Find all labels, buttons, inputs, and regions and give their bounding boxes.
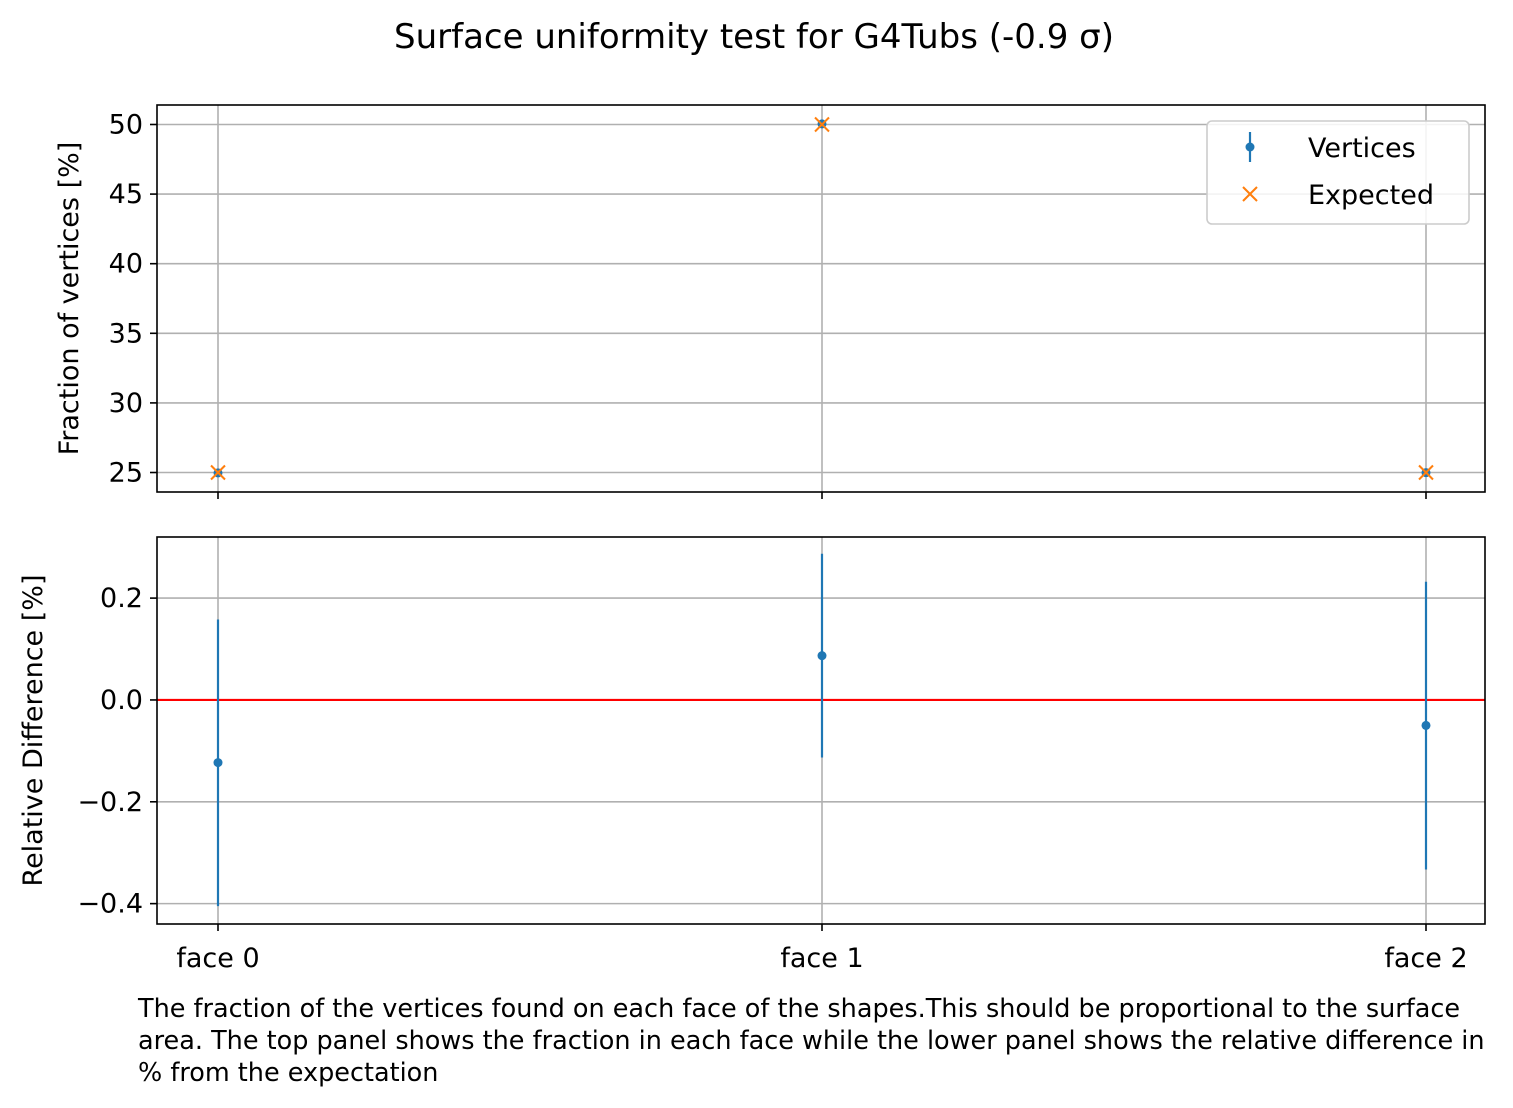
x-tick-label: face 2 [1384,943,1467,974]
axes-frame [156,104,1486,493]
figure-title: Surface uniformity test for G4Tubs (-0.9… [394,17,1114,57]
legend-expected-marker [1242,186,1258,202]
y-tick-label: 40 [109,249,143,280]
legend-frame [1206,120,1470,225]
y-tick-label: 25 [109,458,143,489]
vertices-point [1421,720,1431,730]
legend-vertices-marker [1245,142,1255,152]
axes-frame [156,536,1486,925]
expected-point [210,464,226,481]
expected-point [814,116,830,133]
y-tick-label: 30 [109,388,143,419]
legend-label: Vertices [1308,133,1416,164]
y-tick-label: 35 [109,318,143,349]
y-tick-label: −0.2 [77,787,143,818]
y-tick-label: 0.0 [100,685,143,716]
top-panel: 25 30 35 40 45 50 Fraction of vertices [%] Vert… [54,104,1486,499]
legend-label: Expected [1308,180,1434,211]
y-tick-label: −0.4 [77,889,143,920]
bottom-panel: −0.4 −0.2 0.0 0.2 face 0 face 1 face 2 Relative… [18,536,1486,974]
y-axis-label: Relative Difference [%] [18,575,49,887]
y-tick-label: 0.2 [100,583,143,614]
expected-point [1418,464,1434,481]
figure-caption: The fraction of the vertices found on ea… [138,994,1485,1088]
y-axis-label: Fraction of vertices [%] [54,142,85,456]
legend: Vertices Expected [1206,120,1470,225]
x-tick-label: face 0 [176,943,259,974]
y-tick-label: 45 [109,179,143,210]
y-tick-label: 50 [109,109,143,140]
x-tick-label: face 1 [780,943,863,974]
vertices-point [213,758,223,768]
vertices-point [817,651,827,661]
